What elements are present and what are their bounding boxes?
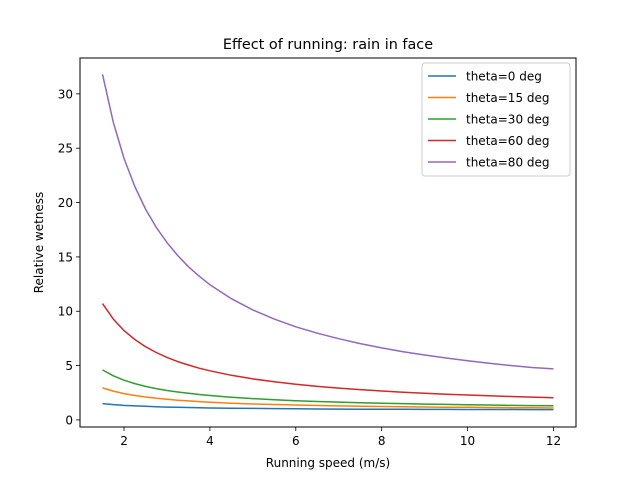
legend-label-3: theta=60 deg (466, 134, 550, 148)
axes-frame (79, 57, 577, 428)
x-tick-label: 10 (460, 434, 475, 448)
legend-label-4: theta=80 deg (466, 156, 550, 170)
series-layer (101, 74, 554, 411)
y-tick-label: 25 (58, 142, 73, 156)
series-line-2 (102, 369, 554, 407)
x-tick-label: 6 (292, 434, 300, 448)
y-tick-label: 30 (58, 87, 73, 101)
y-tick-label: 0 (65, 413, 73, 427)
x-tick-label: 12 (546, 434, 561, 448)
y-axis: 0 5 10 15 20 25 30 (58, 87, 80, 427)
legend-box (421, 62, 571, 177)
y-tick-label: 10 (58, 305, 73, 319)
y-axis-label: Relative wetness (32, 192, 46, 294)
y-tick-label: 5 (65, 359, 73, 373)
series-line-1 (102, 387, 554, 409)
legend-label-2: theta=30 deg (466, 113, 550, 127)
x-tick-label: 2 (120, 434, 128, 448)
y-tick-label: 15 (58, 250, 73, 264)
x-tick-label: 4 (206, 434, 214, 448)
y-tick-label: 20 (58, 196, 73, 210)
x-tick-label: 8 (378, 434, 386, 448)
chart-title: Effect of running: rain in face (223, 37, 433, 53)
series-line-4 (101, 74, 554, 370)
x-axis-label: Running speed (m/s) (266, 456, 390, 470)
series-line-3 (101, 303, 554, 399)
legend: theta=0 deg theta=15 deg theta=30 deg theta… (421, 62, 571, 177)
legend-label-0: theta=0 deg (466, 70, 542, 84)
x-axis: 2 4 6 8 10 12 (120, 427, 561, 448)
series-line-0 (102, 402, 554, 411)
legend-label-1: theta=15 deg (466, 91, 550, 105)
